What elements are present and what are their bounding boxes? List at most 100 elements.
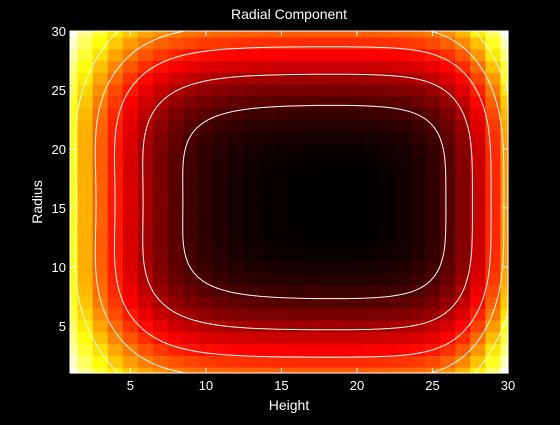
heatmap-cell [213, 225, 230, 238]
heatmap-cell [153, 272, 169, 286]
heatmap-cell [334, 72, 351, 85]
heatmap-cell [334, 249, 351, 262]
heatmap-cell [70, 343, 79, 356]
heatmap-cell [183, 95, 199, 109]
heatmap-cell [485, 36, 502, 50]
heatmap-cell [334, 84, 351, 97]
heatmap-cell [137, 272, 154, 286]
heatmap-cell [213, 249, 230, 262]
heatmap-cell [183, 31, 199, 38]
heatmap-cell [77, 60, 94, 73]
heatmap-cell [183, 107, 199, 121]
heatmap-cell [228, 249, 245, 262]
heatmap-cell [379, 154, 396, 168]
heatmap-cell [304, 331, 320, 345]
heatmap-cell [470, 249, 486, 262]
heatmap-cell [364, 343, 381, 356]
heatmap-cell [213, 260, 230, 274]
heatmap-cell [107, 178, 124, 191]
heatmap-cell [243, 107, 260, 121]
heatmap-cell [364, 131, 381, 144]
heatmap-cell [153, 319, 169, 333]
heatmap-cell [334, 367, 351, 374]
heatmap-cell [258, 308, 275, 321]
heatmap-cell [500, 225, 509, 238]
heatmap-cell [77, 260, 94, 274]
heatmap-cell [289, 308, 305, 321]
heatmap-cell [153, 84, 169, 97]
heatmap-cell [364, 331, 381, 345]
heatmap-cell [243, 154, 260, 168]
heatmap-cell [77, 308, 94, 321]
heatmap-cell [289, 343, 305, 356]
heatmap-cell [228, 367, 245, 374]
y-tick-label: 5 [59, 319, 66, 334]
heatmap-cell [455, 355, 471, 368]
heatmap-cell [77, 319, 94, 333]
heatmap-cell [213, 119, 230, 132]
heatmap-cell [198, 237, 215, 250]
heatmap-cell [485, 166, 502, 180]
heatmap-cell [364, 154, 381, 168]
heatmap-cell [198, 272, 215, 286]
heatmap-cell [470, 237, 486, 250]
heatmap-cell [409, 331, 426, 345]
heatmap-cell [334, 308, 351, 321]
heatmap-cell [228, 36, 245, 50]
heatmap-cell [379, 143, 396, 156]
heatmap-cell [319, 308, 335, 321]
heatmap-cell [500, 343, 509, 356]
heatmap-cell [273, 119, 290, 132]
heatmap-cell [107, 225, 124, 238]
heatmap-cell [122, 319, 139, 333]
heatmap-cell [440, 48, 456, 62]
heatmap-cell [70, 107, 79, 121]
heatmap-cell [92, 154, 109, 168]
heatmap-cell [394, 31, 411, 38]
heatmap-cell [228, 213, 245, 227]
heatmap-cell [122, 36, 139, 50]
heatmap-cell [258, 213, 275, 227]
heatmap-cell [168, 154, 184, 168]
heatmap-cell [470, 272, 486, 286]
heatmap-cell [349, 237, 366, 250]
heatmap-cell [122, 60, 139, 73]
heatmap-cell [243, 308, 260, 321]
heatmap-cell [77, 107, 94, 121]
heatmap-cell [198, 308, 215, 321]
heatmap-cell [122, 237, 139, 250]
heatmap-cell [349, 72, 366, 85]
heatmap-cell [394, 166, 411, 180]
heatmap-cell [304, 284, 320, 297]
heatmap-cell [183, 60, 199, 73]
heatmap-cell [379, 225, 396, 238]
heatmap-cell [379, 36, 396, 50]
heatmap-cell [77, 202, 94, 215]
heatmap-cell [243, 284, 260, 297]
heatmap-cell [258, 84, 275, 97]
contour-line [142, 73, 473, 331]
heatmap-cell [304, 119, 320, 132]
heatmap-cell [70, 95, 79, 109]
heatmap-cell [77, 166, 94, 180]
heatmap-cell [228, 119, 245, 132]
heatmap-cell [258, 202, 275, 215]
heatmap-cell [379, 119, 396, 132]
heatmap-cell [379, 355, 396, 368]
y-tick-label: 15 [52, 201, 66, 216]
heatmap-cell [213, 367, 230, 374]
heatmap-cell [77, 95, 94, 109]
heatmap-cell [394, 331, 411, 345]
heatmap-cell [183, 36, 199, 50]
heatmap-cell [394, 95, 411, 109]
heatmap-cell [440, 272, 456, 286]
heatmap-cell [289, 260, 305, 274]
heatmap-cell [137, 72, 154, 85]
heatmap-cell [349, 308, 366, 321]
heatmap-cell [122, 308, 139, 321]
heatmap-cell [334, 107, 351, 121]
heatmap-cell [198, 178, 215, 191]
heatmap-cell [394, 308, 411, 321]
heatmap-cell [440, 178, 456, 191]
